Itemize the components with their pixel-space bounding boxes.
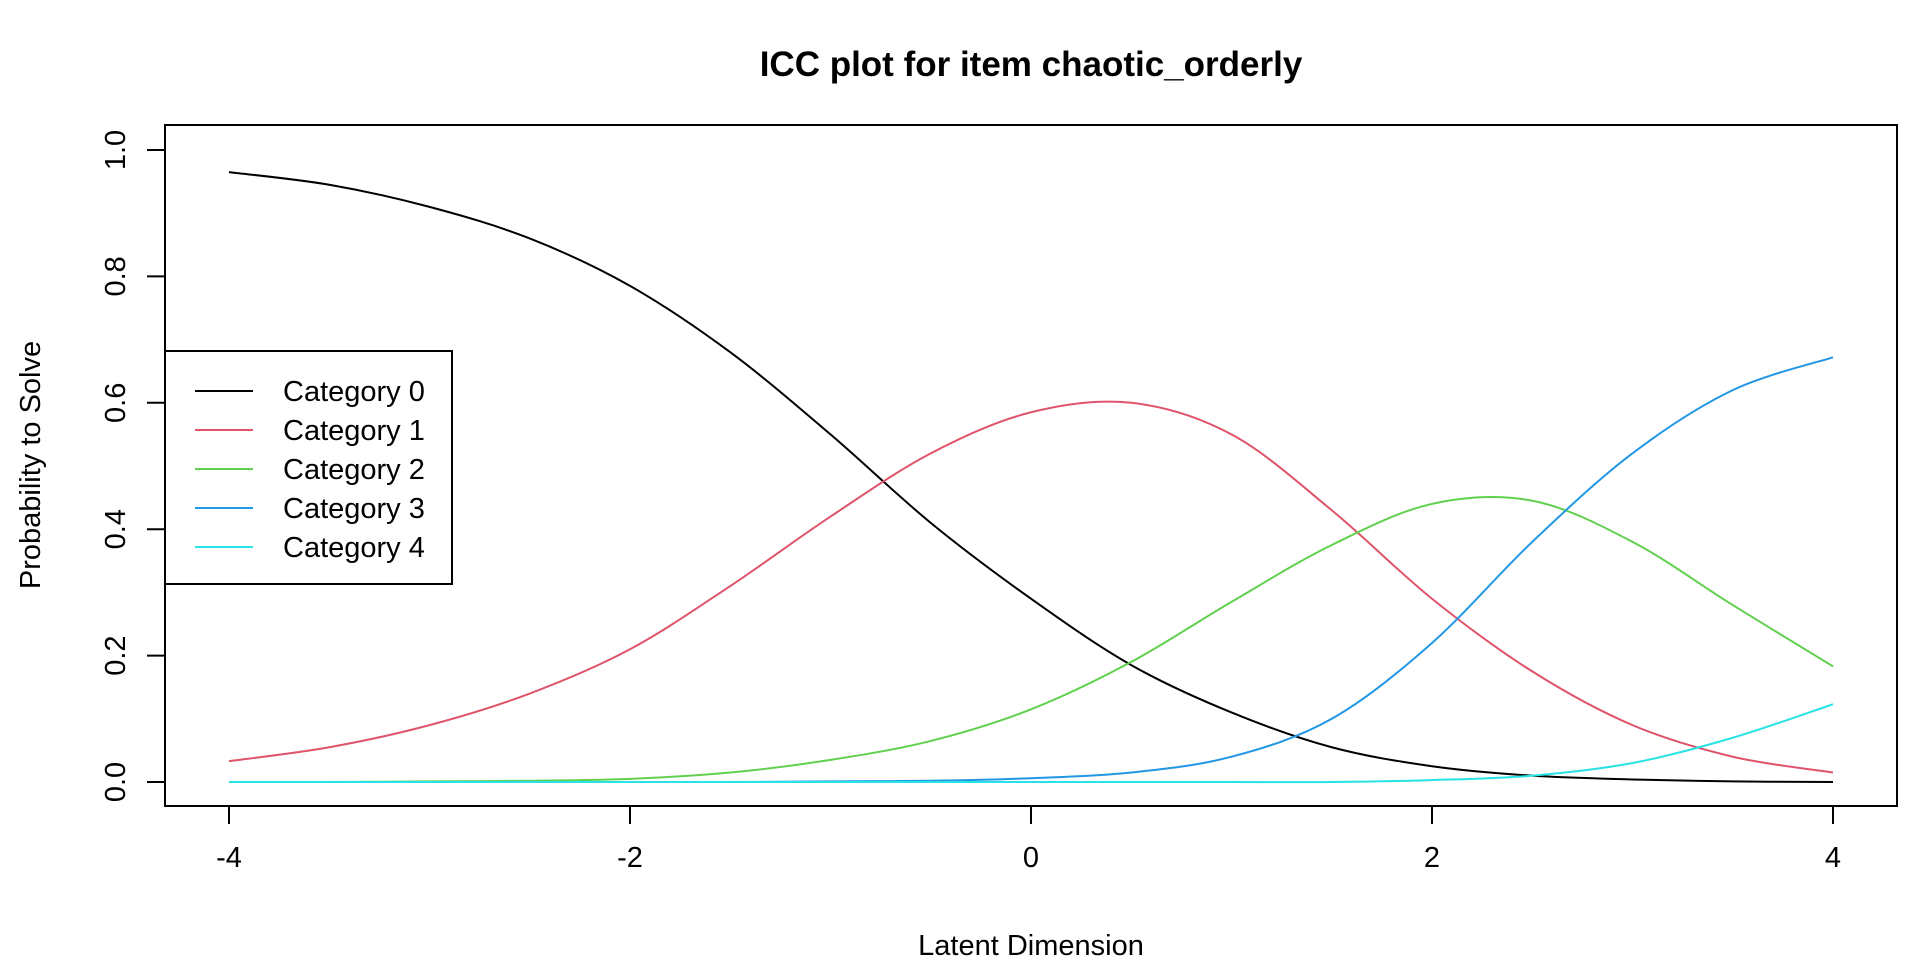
- x-tick-label: 2: [1424, 842, 1440, 874]
- x-axis-label: Latent Dimension: [918, 930, 1144, 960]
- y-axis-label: Probability to Solve: [15, 341, 47, 589]
- series-layer: [228, 171, 1834, 784]
- y-tick-label: 0.4: [100, 509, 132, 549]
- y-tick-label: 0.0: [100, 762, 132, 802]
- y-tick-label: 0.6: [100, 383, 132, 423]
- x-tick-label: -4: [216, 842, 242, 874]
- x-tick-label: -2: [617, 842, 643, 874]
- x-axis: -4 -2 0 2 4: [216, 805, 1841, 874]
- legend-box: [164, 350, 453, 585]
- legend-label: Category 3: [283, 493, 425, 525]
- series-line-category-4: [229, 703, 1834, 784]
- legend-label: Category 1: [283, 415, 425, 447]
- legend-label: Category 4: [283, 532, 425, 564]
- y-tick-label: 0.2: [100, 635, 132, 675]
- series-line-category-0: [228, 171, 1834, 783]
- series-line-category-1: [228, 400, 1834, 774]
- legend-label: Category 0: [283, 376, 425, 408]
- legend-label: Category 2: [283, 454, 425, 486]
- series-line-category-2: [228, 496, 1834, 784]
- y-axis: 0.0 0.2 0.4 0.6 0.8 1.0: [100, 130, 166, 802]
- x-tick-label: 0: [1023, 842, 1039, 874]
- legend: Category 0 Category 1 Category 2 Category 3…: [164, 350, 453, 585]
- series-line-category-3: [229, 356, 1834, 784]
- x-tick-label: 4: [1825, 842, 1841, 874]
- chart-title: ICC plot for item chaotic_orderly: [760, 45, 1303, 84]
- y-tick-label: 0.8: [100, 256, 132, 296]
- y-tick-label: 1.0: [100, 130, 132, 170]
